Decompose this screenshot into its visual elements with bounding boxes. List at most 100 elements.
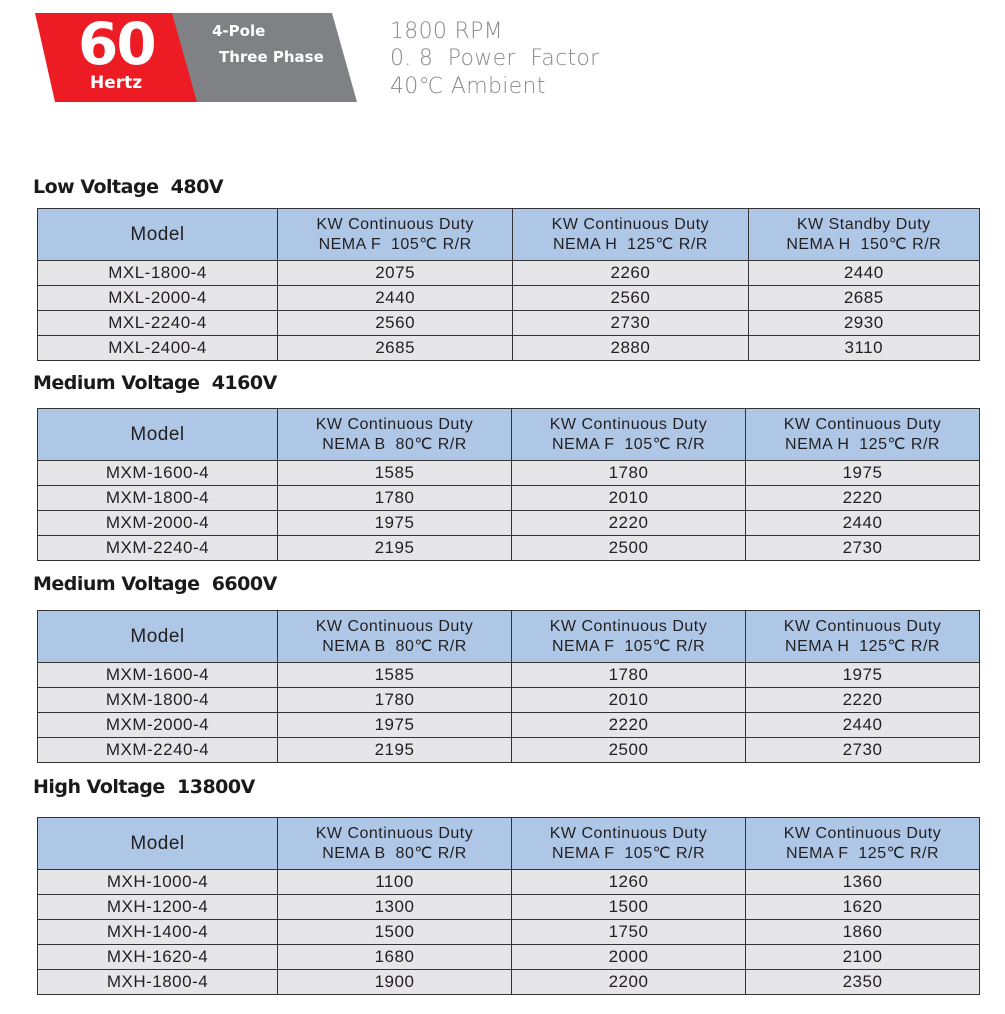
table-row: MXM-2240-4 2195 2500 2730	[37, 535, 980, 561]
section-title: Low Voltage 480V	[33, 176, 224, 198]
column-header-rating: KW Continuous Duty NEMA F 105℃ R/R	[511, 817, 746, 870]
spec-ambient: 40℃ Ambient	[390, 74, 546, 99]
kw-cell: 1975	[277, 510, 512, 536]
column-header-model: Model	[37, 208, 278, 261]
column-header-class: NEMA F 105℃ R/R	[551, 435, 706, 453]
table-row: MXL-2240-4 2560 2730 2930	[37, 310, 981, 336]
column-header-rating: KW Continuous Duty NEMA H 125℃ R/R	[745, 408, 980, 461]
kw-cell: 1900	[277, 969, 512, 995]
column-header-duty: KW Continuous Duty	[315, 415, 474, 433]
table-row: MXH-1000-4 1100 1260 1360	[37, 869, 980, 895]
kw-cell: 1585	[277, 662, 512, 688]
table-header-row: Model KW Continuous Duty NEMA B 80℃ R/R KW …	[37, 817, 980, 870]
table-header-row: Model KW Continuous Duty NEMA B 80℃ R/R KW …	[37, 610, 980, 663]
kw-cell: 2000	[511, 944, 746, 970]
column-header-duty: KW Continuous Duty	[783, 824, 942, 842]
frequency-value: 60	[78, 10, 157, 78]
column-header-class: NEMA B 80℃ R/R	[322, 637, 467, 655]
table-row: MXH-1400-4 1500 1750 1860	[37, 919, 980, 945]
column-header-duty: KW Continuous Duty	[783, 415, 942, 433]
column-header-duty: KW Continuous Duty	[549, 824, 708, 842]
kw-cell: 1780	[277, 485, 512, 511]
kw-cell: 2200	[511, 969, 746, 995]
model-cell: MXL-1800-4	[37, 260, 278, 286]
column-header-duty: KW Continuous Duty	[315, 824, 474, 842]
kw-cell: 2440	[276, 285, 514, 311]
kw-cell: 2440	[747, 260, 981, 286]
model-cell: MXM-2240-4	[37, 535, 278, 561]
kw-cell: 2195	[277, 535, 512, 561]
column-header-rating: KW Continuous Duty NEMA B 80℃ R/R	[277, 817, 512, 870]
table-row: MXH-1800-4 1900 2200 2350	[37, 969, 980, 995]
kw-cell: 2010	[511, 687, 746, 713]
column-header-duty: KW Continuous Duty	[783, 617, 942, 635]
column-header-class: NEMA H 125℃ R/R	[785, 435, 940, 453]
column-header-class: NEMA H 125℃ R/R	[552, 235, 708, 253]
model-cell: MXM-1600-4	[37, 662, 278, 688]
kw-cell: 2730	[745, 737, 980, 763]
spec-table: Model KW Continuous Duty NEMA B 80℃ R/R KW …	[37, 408, 980, 561]
model-cell: MXH-1400-4	[37, 919, 278, 945]
spec-table: Model KW Continuous Duty NEMA B 80℃ R/R KW …	[37, 817, 980, 995]
kw-cell: 2730	[745, 535, 980, 561]
kw-cell: 2440	[745, 712, 980, 738]
kw-cell: 2220	[745, 687, 980, 713]
table-row: MXM-2240-4 2195 2500 2730	[37, 737, 980, 763]
pole-badge	[172, 13, 357, 102]
kw-cell: 1750	[511, 919, 746, 945]
phase-label: Three Phase	[219, 48, 324, 66]
model-cell: MXH-1800-4	[37, 969, 278, 995]
column-header-rating: KW Continuous Duty NEMA B 80℃ R/R	[277, 610, 512, 663]
column-header-class: NEMA H 150℃ R/R	[786, 235, 942, 253]
column-header-duty: KW Standby Duty	[796, 215, 931, 233]
column-header-duty: KW Continuous Duty	[316, 215, 474, 233]
spec-table: Model KW Continuous Duty NEMA B 80℃ R/R KW …	[37, 610, 980, 763]
kw-cell: 2220	[745, 485, 980, 511]
column-header-rating: KW Standby Duty NEMA H 150℃ R/R	[747, 208, 981, 261]
kw-cell: 1100	[277, 869, 512, 895]
column-header-rating: KW Continuous Duty NEMA F 105℃ R/R	[276, 208, 514, 261]
kw-cell: 2220	[511, 510, 746, 536]
kw-cell: 1620	[745, 894, 980, 920]
column-header-class: NEMA F 105℃ R/R	[551, 844, 706, 862]
kw-cell: 1500	[277, 919, 512, 945]
column-header-duty: KW Continuous Duty	[551, 215, 710, 233]
kw-cell: 2260	[512, 260, 749, 286]
kw-cell: 2440	[745, 510, 980, 536]
table-header-row: Model KW Continuous Duty NEMA F 105℃ R/R KW…	[37, 208, 981, 261]
column-header-duty: KW Continuous Duty	[315, 617, 474, 635]
kw-cell: 1780	[277, 687, 512, 713]
kw-cell: 1500	[511, 894, 746, 920]
kw-cell: 2500	[511, 737, 746, 763]
model-cell: MXM-2000-4	[37, 712, 278, 738]
model-cell: MXH-1620-4	[37, 944, 278, 970]
kw-cell: 1585	[277, 460, 512, 486]
column-header-class: NEMA F 105℃ R/R	[551, 637, 706, 655]
model-cell: MXH-1200-4	[37, 894, 278, 920]
column-header-rating: KW Continuous Duty NEMA B 80℃ R/R	[277, 408, 512, 461]
kw-cell: 2075	[276, 260, 514, 286]
table-row: MXL-2000-4 2440 2560 2685	[37, 285, 981, 311]
section-title: Medium Voltage 6600V	[33, 573, 277, 595]
model-cell: MXM-1800-4	[37, 485, 278, 511]
column-header-class: NEMA F 125℃ R/R	[785, 844, 940, 862]
frequency-unit: Hertz	[90, 73, 143, 93]
section-title: High Voltage 13800V	[33, 776, 255, 798]
kw-cell: 2560	[512, 285, 749, 311]
column-header-class: NEMA B 80℃ R/R	[322, 435, 467, 453]
column-header-class: NEMA B 80℃ R/R	[322, 844, 467, 862]
column-header-rating: KW Continuous Duty NEMA H 125℃ R/R	[512, 208, 749, 261]
kw-cell: 3110	[747, 335, 981, 361]
kw-cell: 2010	[511, 485, 746, 511]
kw-cell: 2350	[745, 969, 980, 995]
table-row: MXH-1200-4 1300 1500 1620	[37, 894, 980, 920]
table-row: MXM-1600-4 1585 1780 1975	[37, 460, 980, 486]
kw-cell: 2685	[747, 285, 981, 311]
section-title: Medium Voltage 4160V	[33, 372, 277, 394]
kw-cell: 2930	[747, 310, 981, 336]
spec-rpm: 1800 RPM	[390, 19, 503, 44]
kw-cell: 2500	[511, 535, 746, 561]
table-row: MXL-2400-4 2685 2880 3110	[37, 335, 981, 361]
model-cell: MXL-2400-4	[37, 335, 278, 361]
column-header-rating: KW Continuous Duty NEMA F 105℃ R/R	[511, 408, 746, 461]
